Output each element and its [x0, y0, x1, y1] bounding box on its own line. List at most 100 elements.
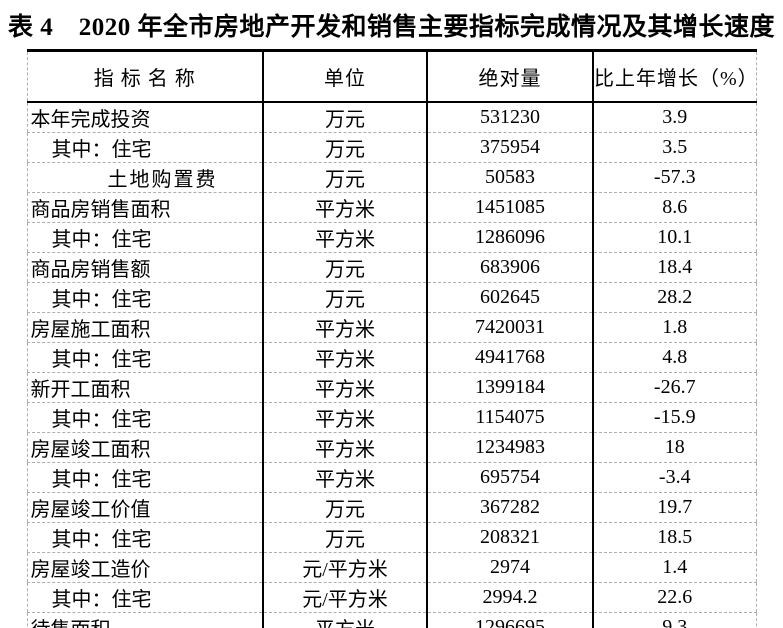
- indicator-name-cell: 新开工面积: [27, 372, 263, 403]
- growth-cell: 8.6: [592, 192, 756, 223]
- unit-cell: 万元: [262, 132, 427, 163]
- growth-cell: 3.5: [592, 132, 756, 163]
- indicator-name-cell: 其中：住宅: [27, 582, 263, 613]
- column-header-indicator: 指 标 名 称: [27, 50, 263, 103]
- column-header-unit: 单位: [262, 50, 427, 103]
- indicator-name-cell: 本年完成投资: [30, 109, 151, 131]
- indicator-name-cell: 待售面积: [27, 612, 263, 628]
- indicators-table: 指 标 名 称 单位 绝对量 比上年增长（%） 本年完成投资 万元 531230 3.…: [26, 49, 758, 628]
- growth-cell: -15.9: [592, 402, 756, 433]
- value-cell: 375954: [426, 132, 593, 163]
- value-cell: 1234983: [426, 432, 593, 463]
- table-row: 房屋竣工价值 万元 367282 19.7: [27, 492, 756, 523]
- value-cell: 1399184: [426, 372, 593, 403]
- unit-cell: 平方米: [262, 612, 427, 628]
- table-row: 待售面积平方米12966959.3: [27, 612, 756, 628]
- table-title: 表 4 2020 年全市房地产开发和销售主要指标完成情况及其增长速度: [7, 14, 775, 41]
- table-row: 房屋施工面积 平方米 7420031 1.8: [27, 312, 756, 343]
- table-row: 其中：住宅 元/平方米 2994.2 22.6: [27, 582, 756, 613]
- value-cell: 2994.2: [426, 582, 593, 613]
- value-cell: 7420031: [426, 312, 593, 343]
- indicator-name-cell: 其中：住宅: [27, 342, 263, 373]
- table-row: 其中：住宅 万元 208321 18.5: [27, 522, 756, 553]
- unit-cell: 平方米: [262, 462, 427, 493]
- growth-cell: 22.6: [592, 582, 756, 613]
- growth-cell: 4.8: [592, 342, 756, 373]
- unit-cell: 元/平方米: [262, 552, 427, 583]
- table-row: 其中：住宅 平方米 1286096 10.1: [27, 222, 756, 253]
- value-cell: 1296695: [426, 612, 593, 628]
- unit-cell: 万元: [262, 162, 427, 193]
- value-cell: 2974: [426, 552, 593, 583]
- unit-cell: 平方米: [262, 222, 427, 253]
- indicator-name-cell: 商品房销售额: [27, 252, 263, 283]
- table-row: 本年完成投资 万元 531230 3.9: [27, 102, 756, 133]
- indicator-name-cell: 商品房销售面积: [27, 192, 263, 223]
- unit-cell: 万元: [262, 282, 427, 313]
- growth-cell: 1.4: [592, 552, 756, 583]
- growth-cell: -57.3: [592, 162, 756, 193]
- value-cell: 208321: [426, 522, 593, 553]
- indicator-name-cell: 其中：住宅: [27, 402, 263, 433]
- growth-cell: 18.4: [592, 252, 756, 283]
- unit-cell: 平方米: [262, 312, 427, 343]
- table-row: 其中：住宅 万元 602645 28.2: [27, 282, 756, 313]
- header-row: 指 标 名 称 单位 绝对量 比上年增长（%）: [27, 50, 758, 103]
- value-cell: 602645: [426, 282, 593, 313]
- table-row: 其中：住宅 平方米 4941768 4.8: [27, 342, 756, 373]
- table-row: 商品房销售额 万元 683906 18.4: [27, 252, 756, 283]
- table-row: 房屋竣工面积 平方米 1234983 18: [27, 432, 756, 463]
- indicator-name-cell: 其中：住宅: [27, 132, 263, 163]
- table-row: 其中：住宅 万元 375954 3.5: [27, 132, 756, 163]
- table-header: 指 标 名 称 单位 绝对量 比上年增长（%）: [27, 50, 758, 103]
- growth-cell: 18.5: [592, 522, 756, 553]
- growth-cell: -3.4: [592, 462, 756, 493]
- unit-cell: 平方米: [262, 192, 427, 223]
- growth-cell: 9.3: [592, 612, 756, 628]
- value-cell: 531230: [426, 102, 593, 133]
- indicator-name-cell: 土地购置费: [27, 162, 263, 193]
- table-row: 其中：住宅 平方米 1154075 -15.9: [27, 402, 756, 433]
- value-cell: 683906: [426, 252, 593, 283]
- table-row: 其中：住宅 平方米 695754 -3.4: [27, 462, 756, 493]
- document-page: 表 4 2020 年全市房地产开发和销售主要指标完成情况及其增长速度 指 标 名…: [0, 7, 783, 628]
- value-cell: 367282: [426, 492, 593, 523]
- value-cell: 1286096: [426, 222, 593, 253]
- unit-cell: 元/平方米: [262, 582, 427, 613]
- unit-cell: 平方米: [262, 432, 427, 463]
- indicator-name-cell: 房屋竣工造价: [27, 552, 263, 583]
- table-row: 新开工面积 平方米 1399184 -26.7: [27, 372, 756, 403]
- indicator-name-cell: 房屋施工面积: [27, 312, 263, 343]
- indicator-name-cell: 其中：住宅: [27, 462, 263, 493]
- value-cell: 4941768: [426, 342, 593, 373]
- column-header-absolute: 绝对量: [426, 50, 593, 103]
- unit-cell: 万元: [262, 522, 427, 553]
- growth-cell: -26.7: [592, 372, 756, 403]
- growth-cell: 3.9: [592, 102, 756, 133]
- growth-cell: 18: [592, 432, 756, 463]
- unit-cell: 平方米: [262, 342, 427, 373]
- unit-cell: 万元: [262, 102, 427, 133]
- unit-cell: 万元: [262, 252, 427, 283]
- table-row: 土地购置费 万元 50583 -57.3: [27, 162, 756, 193]
- indicator-name-cell: 其中：住宅: [27, 222, 263, 253]
- indicator-name-cell: 其中：住宅: [27, 282, 263, 313]
- growth-cell: 19.7: [592, 492, 756, 523]
- value-cell: 1154075: [426, 402, 593, 433]
- column-header-growth: 比上年增长（%）: [592, 50, 758, 103]
- value-cell: 1451085: [426, 192, 593, 223]
- table-body: 本年完成投资 万元 531230 3.9 其中：住宅 万元 375954 3.5 土地购置费 万元…: [27, 102, 756, 628]
- table-row: 商品房销售面积 平方米 1451085 8.6: [27, 192, 756, 223]
- unit-cell: 万元: [262, 492, 427, 523]
- unit-cell: 平方米: [262, 402, 427, 433]
- value-cell: 50583: [426, 162, 593, 193]
- growth-cell: 28.2: [592, 282, 756, 313]
- growth-cell: 10.1: [592, 222, 756, 253]
- growth-cell: 1.8: [592, 312, 756, 343]
- value-cell: 695754: [426, 462, 593, 493]
- table-row: 房屋竣工造价 元/平方米 2974 1.4: [27, 552, 756, 583]
- indicator-name-cell: 房屋竣工价值: [27, 492, 263, 523]
- indicator-name-cell: 其中：住宅: [27, 522, 263, 553]
- indicator-name-cell: 房屋竣工面积: [27, 432, 263, 463]
- unit-cell: 平方米: [262, 372, 427, 403]
